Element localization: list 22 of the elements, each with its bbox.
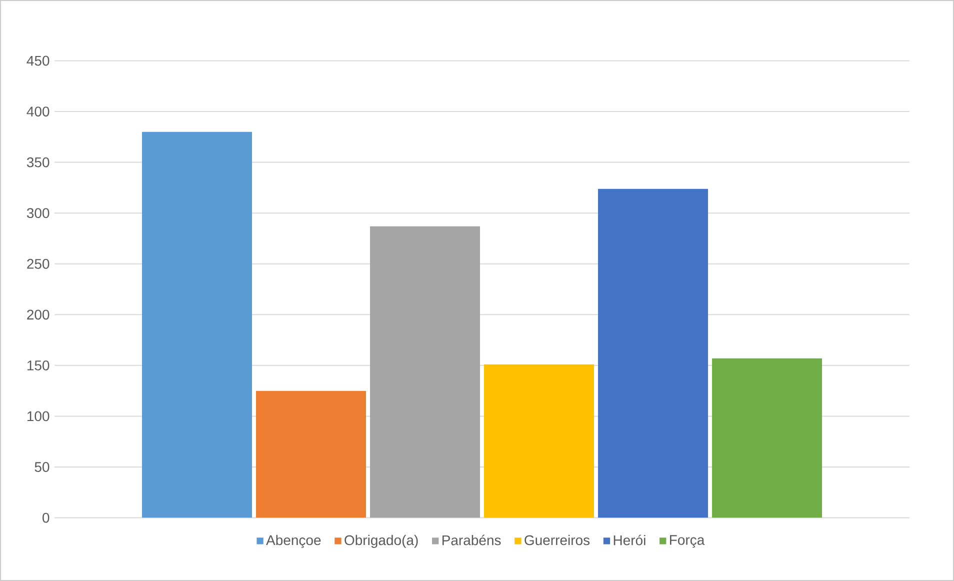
legend-label: Obrigado(a) [344, 534, 418, 548]
y-tick-label: 200 [27, 310, 50, 320]
legend-label: Abençoe [266, 534, 321, 548]
y-tick-label: 350 [26, 157, 50, 168]
bar [484, 364, 594, 518]
y-tick-label: 100 [27, 411, 50, 422]
y-tick-label: 250 [27, 258, 50, 269]
bar [712, 358, 822, 518]
legend-label: Herói [614, 534, 646, 546]
bar [256, 390, 366, 518]
y-tick-label: 450 [26, 56, 50, 66]
bar [142, 132, 252, 518]
bar [598, 188, 708, 518]
legend-label: Guerreiros [524, 534, 590, 546]
y-tick-label: 300 [26, 208, 50, 218]
y-tick-label: 50 [34, 462, 50, 472]
y-tick-label: 150 [27, 360, 50, 370]
bar [370, 226, 480, 518]
legend-label: Força [670, 535, 705, 548]
legend-label: Parabéns [442, 534, 501, 546]
y-tick-label: 400 [26, 106, 50, 117]
y-tick-label: 0 [42, 512, 50, 523]
